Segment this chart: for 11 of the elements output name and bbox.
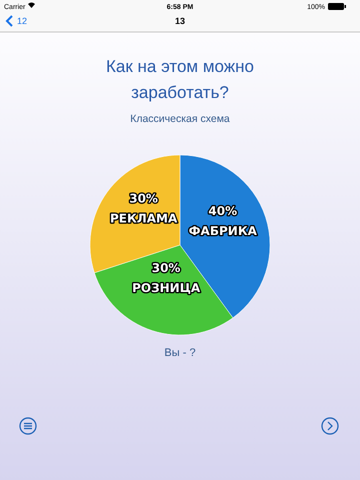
slice-label: РОЗНИЦА	[132, 280, 201, 295]
text: 12	[17, 16, 28, 26]
slice-label: ФАБРИКА	[188, 224, 258, 238]
text: 13	[174, 16, 186, 26]
slice-label: РЕКЛАМА	[110, 212, 178, 226]
chart-subtitle: Классическая схема	[130, 113, 230, 125]
text: Вы - ?	[164, 347, 196, 359]
data-label: 40%	[208, 204, 238, 218]
data-label: 30%	[152, 260, 180, 275]
data-label: 30%	[129, 192, 158, 206]
chart-title: Как на этом можно заработать?	[106, 57, 254, 102]
